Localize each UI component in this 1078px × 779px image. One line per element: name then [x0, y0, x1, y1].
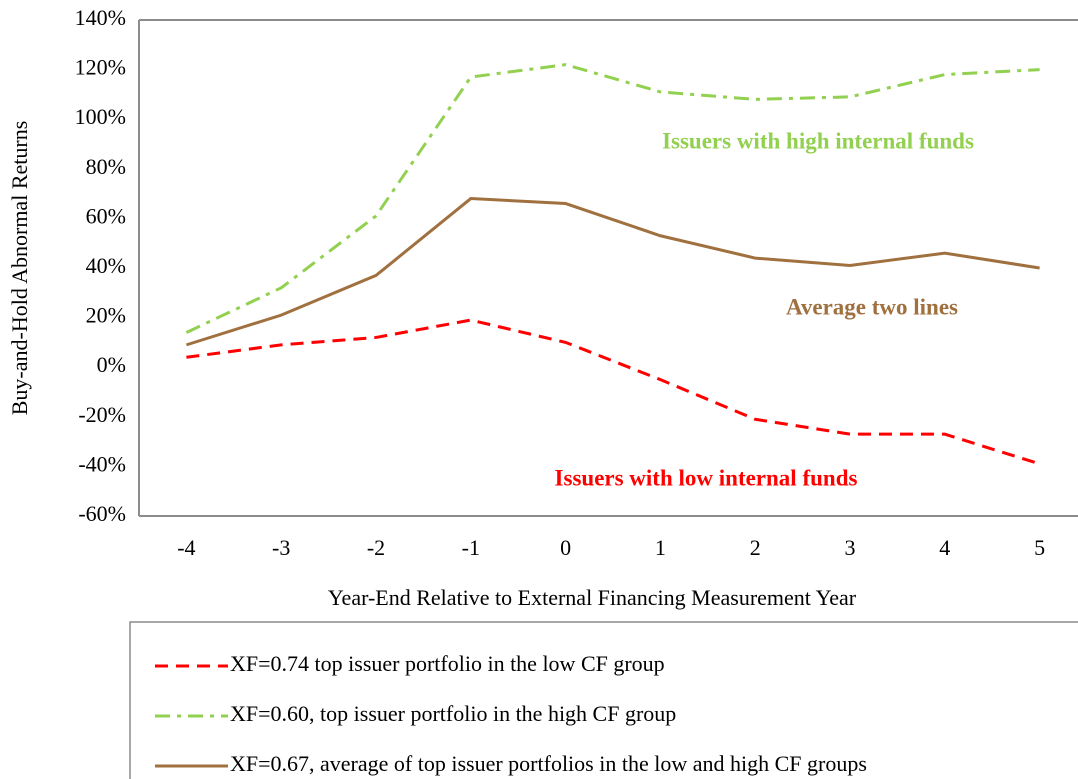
y-tick-label: 40% [86, 253, 126, 278]
y-tick-label: 140% [75, 5, 126, 30]
legend-label: XF=0.60, top issuer portfolio in the hig… [230, 701, 676, 726]
y-tick-label: 80% [86, 154, 126, 179]
y-tick-label: -20% [78, 402, 126, 427]
x-axis-label: Year-End Relative to External Financing … [328, 585, 857, 610]
x-tick-label: 5 [1034, 535, 1045, 560]
annotation: Issuers with high internal funds [662, 128, 974, 153]
series-line [185, 197, 1040, 347]
y-tick-label: 20% [86, 303, 126, 328]
y-axis-label: Buy-and-Hold Abnormal Returns [7, 121, 32, 416]
x-tick-label: -1 [462, 535, 480, 560]
annotation: Average two lines [786, 294, 958, 319]
x-tick-label: 0 [560, 535, 571, 560]
legend-label: XF=0.74 top issuer portfolio in the low … [230, 651, 665, 676]
series-line [185, 63, 1040, 334]
y-tick-label: 120% [75, 55, 126, 80]
x-tick-label: 2 [750, 535, 761, 560]
x-tick-label: -3 [272, 535, 290, 560]
annotation: Issuers with low internal funds [555, 465, 858, 490]
legend-label: XF=0.67, average of top issuer portfolio… [230, 751, 867, 776]
y-tick-label: 100% [75, 104, 126, 129]
x-tick-label: -2 [367, 535, 385, 560]
y-tick-label: 60% [86, 203, 126, 228]
y-tick-label: -40% [78, 451, 126, 476]
x-tick-label: -4 [177, 535, 195, 560]
series-line [186, 318, 1041, 466]
x-tick-label: 4 [939, 535, 950, 560]
y-tick-label: -60% [78, 501, 126, 526]
x-tick-label: 3 [845, 535, 856, 560]
y-tick-label: 0% [97, 352, 126, 377]
legend-box [129, 621, 1078, 779]
x-tick-label: 1 [655, 535, 666, 560]
